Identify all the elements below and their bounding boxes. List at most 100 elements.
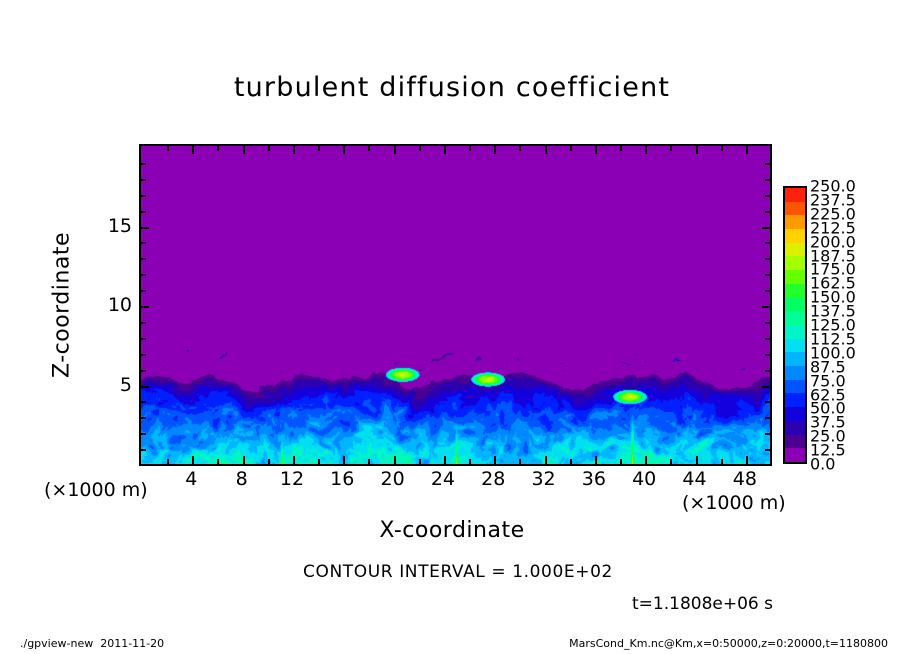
y-axis-tick <box>765 337 770 340</box>
y-axis-tick <box>141 178 146 181</box>
y-axis-tick <box>765 417 770 420</box>
y-axis-tick <box>765 274 770 277</box>
x-axis-tick <box>318 146 321 151</box>
y-axis-tick <box>141 274 146 277</box>
x-axis-tick-label: 16 <box>330 468 355 490</box>
x-axis-tick <box>469 146 472 151</box>
y-axis-tick <box>765 210 770 213</box>
x-axis-tick <box>670 459 673 464</box>
x-axis-tick <box>418 459 421 464</box>
y-axis-tick <box>141 353 146 356</box>
x-axis-tick <box>720 146 723 151</box>
x-axis-tick <box>443 456 446 464</box>
colorbar-band <box>785 311 805 325</box>
y-axis-tick <box>141 449 146 452</box>
x-axis-tick <box>745 456 748 464</box>
x-axis-tick <box>695 456 698 464</box>
y-axis-tick <box>141 242 146 245</box>
colorbar-tick-label: 62.5 <box>810 385 846 404</box>
y-axis-tick <box>765 242 770 245</box>
x-axis-title: X-coordinate <box>379 518 525 543</box>
y-axis-tick <box>765 433 770 436</box>
x-axis-tick-label: 48 <box>732 468 757 490</box>
colorbar-band <box>785 448 805 462</box>
x-axis-tick-label: 44 <box>682 468 707 490</box>
colorbar-band <box>785 283 805 298</box>
y-axis-tick-label: 15 <box>107 214 132 237</box>
footer-command-text: ./gpview-new <box>20 637 94 650</box>
colorbar <box>783 186 807 464</box>
colorbar-tick-label: 187.5 <box>810 246 856 265</box>
y-axis-tick <box>141 417 146 420</box>
colorbar-tick-label: 212.5 <box>810 218 856 238</box>
x-axis-tick <box>544 146 547 154</box>
x-axis-tick-label: 12 <box>279 468 305 490</box>
y-axis-tick <box>141 194 146 197</box>
colorbar-band <box>785 297 805 312</box>
y-axis-tick <box>765 449 770 452</box>
x-axis-tick-label: 32 <box>531 468 556 490</box>
colorbar-band <box>785 352 805 367</box>
x-axis-tick <box>745 146 748 154</box>
x-axis-tick <box>720 459 723 464</box>
x-axis-tick <box>267 459 270 464</box>
x-axis-tick-label: 28 <box>481 468 506 490</box>
x-units-left-label: (×1000 m) <box>44 479 148 501</box>
y-axis-tick <box>141 210 146 213</box>
colorbar-band <box>785 187 805 202</box>
y-axis-tick <box>141 385 149 388</box>
x-axis-tick <box>519 459 522 464</box>
colorbar-band <box>785 420 805 435</box>
colorbar-band <box>785 201 805 216</box>
x-axis-tick <box>192 146 195 154</box>
footer-date-text: 2011-11-20 <box>100 637 165 650</box>
x-axis-tick-label: 20 <box>380 468 405 490</box>
x-axis-tick <box>494 456 497 464</box>
colorbar-tick-label: 125.0 <box>810 315 856 335</box>
y-axis-tick-label: 5 <box>119 373 132 396</box>
contour-interval-annotation: CONTOUR INTERVAL = 1.000E+02 <box>303 562 613 582</box>
x-units-right-label: (×1000 m) <box>682 492 786 514</box>
colorbar-band <box>785 256 805 271</box>
x-axis-tick-label: 8 <box>235 468 248 490</box>
x-axis-tick <box>645 456 648 464</box>
x-axis-tick-label: 4 <box>185 468 198 490</box>
y-axis-tick <box>765 353 770 356</box>
y-axis-tick <box>765 369 770 372</box>
colorbar-tick-label: 162.5 <box>810 273 856 293</box>
colorbar-tick-label: 237.5 <box>810 190 856 210</box>
y-axis-tick <box>141 226 149 229</box>
x-axis-tick <box>670 146 673 151</box>
x-axis-tick-label: 40 <box>632 468 657 490</box>
x-axis-tick <box>494 146 497 154</box>
colorbar-tick-label: 12.5 <box>810 440 846 460</box>
y-axis-tick <box>141 433 146 436</box>
colorbar-tick-label: 112.5 <box>810 329 856 349</box>
colorbar-tick-label: 75.0 <box>810 371 846 391</box>
y-axis-tick <box>765 290 770 293</box>
y-axis-tick <box>141 258 146 261</box>
y-axis-tick <box>141 306 149 308</box>
colorbar-band <box>785 434 805 449</box>
colorbar-band <box>785 379 805 394</box>
y-axis-tick <box>765 321 770 324</box>
x-axis-tick <box>620 459 623 464</box>
turbulence-field-image <box>141 146 770 464</box>
y-axis-tick <box>762 226 770 229</box>
x-axis-tick <box>167 146 170 151</box>
x-axis-tick <box>292 456 295 464</box>
heatmap-plot-area <box>139 144 772 466</box>
colorbar-tick-label: 37.5 <box>810 412 846 432</box>
footer-source: MarsCond_Km.nc@Km,x=0:50000,z=0:20000,t=… <box>569 637 888 650</box>
y-axis-tick <box>141 321 146 324</box>
x-axis-tick <box>645 146 648 154</box>
x-axis-tick <box>368 146 371 151</box>
colorbar-band <box>785 270 805 284</box>
x-axis-tick <box>318 459 321 464</box>
colorbar-tick-label: 87.5 <box>810 357 846 377</box>
footer-command: ./gpview-new 2011-11-20 <box>20 637 164 650</box>
colorbar-tick-label: 150.0 <box>810 287 856 307</box>
x-axis-tick-label: 24 <box>430 468 455 490</box>
y-axis-tick-label: 10 <box>107 294 132 316</box>
